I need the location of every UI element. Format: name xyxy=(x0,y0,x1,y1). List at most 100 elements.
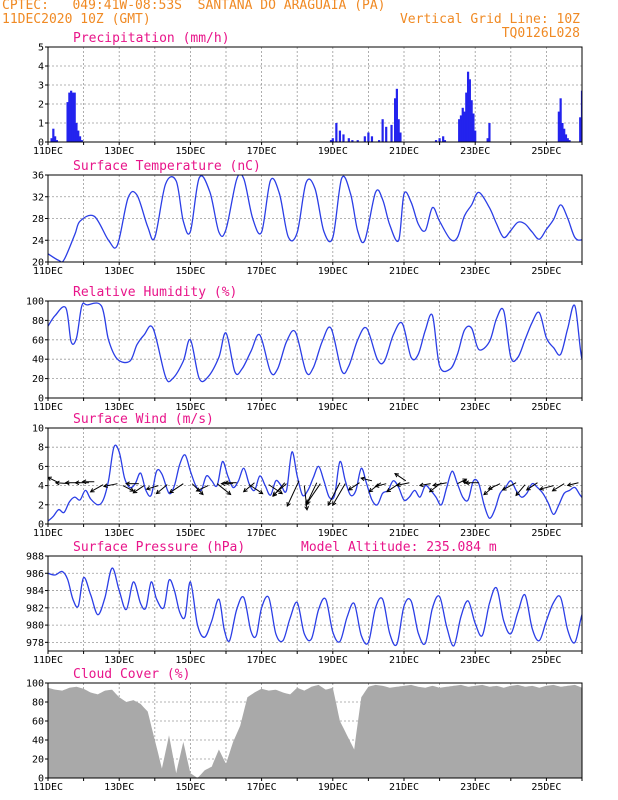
header-model-id: TQ0126L028 xyxy=(501,26,580,41)
wind-wind-arrow xyxy=(327,482,341,507)
humidity-ytick-label: 100 xyxy=(26,297,44,308)
cloud-cover-title: Cloud Cover (%) xyxy=(73,667,190,682)
precipitation-bar xyxy=(592,134,594,142)
precipitation-xtick-label: 17DEC xyxy=(247,146,277,157)
wind-wind-arrow xyxy=(539,485,554,491)
precipitation-bar xyxy=(580,90,582,142)
humidity-series-line xyxy=(48,302,582,383)
precipitation-bar xyxy=(77,130,80,142)
wind-wind-arrow xyxy=(168,483,184,494)
precipitation-bar xyxy=(356,140,359,142)
wind-wind-arrow xyxy=(394,473,407,482)
humidity-xtick-label: 13DEC xyxy=(104,402,134,413)
wind-wind-arrow xyxy=(195,485,209,492)
temperature-ytick-label: 36 xyxy=(32,171,44,182)
cloud-cover-xtick-label: 23DEC xyxy=(460,782,490,793)
wind-wind-arrow xyxy=(581,489,582,492)
pressure-title: Surface Pressure (hPa) xyxy=(73,540,245,555)
wind-ytick-label: 10 xyxy=(32,424,44,435)
pressure-xtick-label: 21DEC xyxy=(389,655,419,666)
precipitation-bar xyxy=(78,136,82,142)
humidity-title: Relative Humidity (%) xyxy=(73,285,237,300)
wind-wind-arrow xyxy=(286,480,300,507)
humidity-xtick-label: 17DEC xyxy=(247,402,277,413)
humidity-plot xyxy=(48,302,582,383)
precipitation-bar xyxy=(557,111,560,142)
pressure-ytick-label: 980 xyxy=(26,621,44,632)
wind-frame xyxy=(47,427,583,525)
temperature-ytick-label: 24 xyxy=(32,236,44,247)
wind-wind-arrow xyxy=(125,481,139,487)
precipitation-bar xyxy=(559,98,562,142)
precipitation-bar xyxy=(474,130,477,142)
temperature-xtick-label: 17DEC xyxy=(247,266,277,277)
wind-wind-arrow xyxy=(223,480,237,486)
precipitation-xtick-label: 15DEC xyxy=(175,146,205,157)
precipitation-bar xyxy=(381,119,384,142)
cloud-cover-plot xyxy=(48,684,582,778)
precipitation-bar xyxy=(486,138,489,142)
wind-xtick-label: 11DEC xyxy=(33,528,63,539)
pressure-ytick-label: 988 xyxy=(26,552,44,563)
humidity-xtick-label: 19DEC xyxy=(318,402,348,413)
precipitation-bar xyxy=(438,138,441,142)
humidity-ytick-label: 80 xyxy=(32,316,44,327)
wind-panel: 0 2 4 6 8 10 11DEC 13DEC 15DEC 17DEC 19DEC 21DEC 23D… xyxy=(32,412,598,539)
pressure-series-line xyxy=(48,567,582,647)
wind-wind-arrow xyxy=(132,485,145,494)
cloud-cover-ytick-label: 80 xyxy=(32,698,44,709)
temperature-frame xyxy=(47,174,583,263)
wind-wind-arrow xyxy=(242,482,255,493)
wind-wind-arrow xyxy=(155,484,168,495)
precipitation-bar xyxy=(399,132,402,142)
pressure-xtick-label: 23DEC xyxy=(460,655,490,666)
precipitation-bar xyxy=(342,134,345,142)
precipitation-bar xyxy=(385,126,388,142)
precipitation-bar xyxy=(461,107,464,142)
temperature-series-line xyxy=(48,175,582,262)
precipitation-bar xyxy=(588,114,590,143)
precipitation-bar xyxy=(73,92,76,142)
temperature-xtick-label: 15DEC xyxy=(175,266,205,277)
wind-wind-arrow xyxy=(464,480,479,486)
cloud-cover-xtick-label: 19DEC xyxy=(318,782,348,793)
precipitation-title: Precipitation (mm/h) xyxy=(73,31,230,46)
cloud-cover-xtick-label: 21DEC xyxy=(389,782,419,793)
cloud-cover-xtick-label: 25DEC xyxy=(531,782,561,793)
humidity-panel: 0 20 40 60 80 100 11DEC 13DEC 15DEC 17DEC 19DEC 21D… xyxy=(26,285,583,413)
wind-wind-arrow xyxy=(374,483,387,488)
temperature-title: Surface Temperature (nC) xyxy=(73,159,261,174)
precipitation-bar xyxy=(579,117,582,142)
precipitation-bar xyxy=(367,132,370,142)
precipitation-bar xyxy=(331,138,334,142)
precipitation-xtick-label: 19DEC xyxy=(318,146,348,157)
wind-xtick-label: 15DEC xyxy=(175,528,205,539)
temperature-ytick-label: 32 xyxy=(32,192,44,203)
precipitation-bar xyxy=(75,123,78,142)
precipitation-bar xyxy=(52,128,55,142)
humidity-ytick-label: 0 xyxy=(38,394,44,405)
cloud-cover-xtick-label: 17DEC xyxy=(247,782,277,793)
precipitation-bar xyxy=(488,123,491,142)
precipitation-bar xyxy=(329,140,333,142)
temperature-xtick-label: 19DEC xyxy=(318,266,348,277)
wind-xtick-label: 25DEC xyxy=(531,528,561,539)
precipitation-bar xyxy=(351,140,354,142)
wind-wind-arrow xyxy=(587,485,598,489)
precipitation-bar xyxy=(583,96,585,142)
wind-wind-arrow xyxy=(303,485,310,511)
wind-plot xyxy=(48,444,598,522)
precipitation-xtick-label: 13DEC xyxy=(104,146,134,157)
pressure-frame xyxy=(47,555,583,652)
precipitation-bar xyxy=(395,88,398,142)
precipitation-bar xyxy=(335,123,338,142)
precipitation-bar xyxy=(466,71,470,142)
precipitation-bar xyxy=(68,92,71,142)
wind-wind-arrow xyxy=(272,483,287,497)
temperature-xtick-label: 11DEC xyxy=(33,266,63,277)
wind-wind-arrow xyxy=(551,483,565,492)
pressure-plot xyxy=(48,567,582,647)
humidity-ytick-label: 40 xyxy=(32,355,44,366)
precipitation-bar xyxy=(397,119,400,142)
wind-wind-arrow xyxy=(216,483,232,496)
